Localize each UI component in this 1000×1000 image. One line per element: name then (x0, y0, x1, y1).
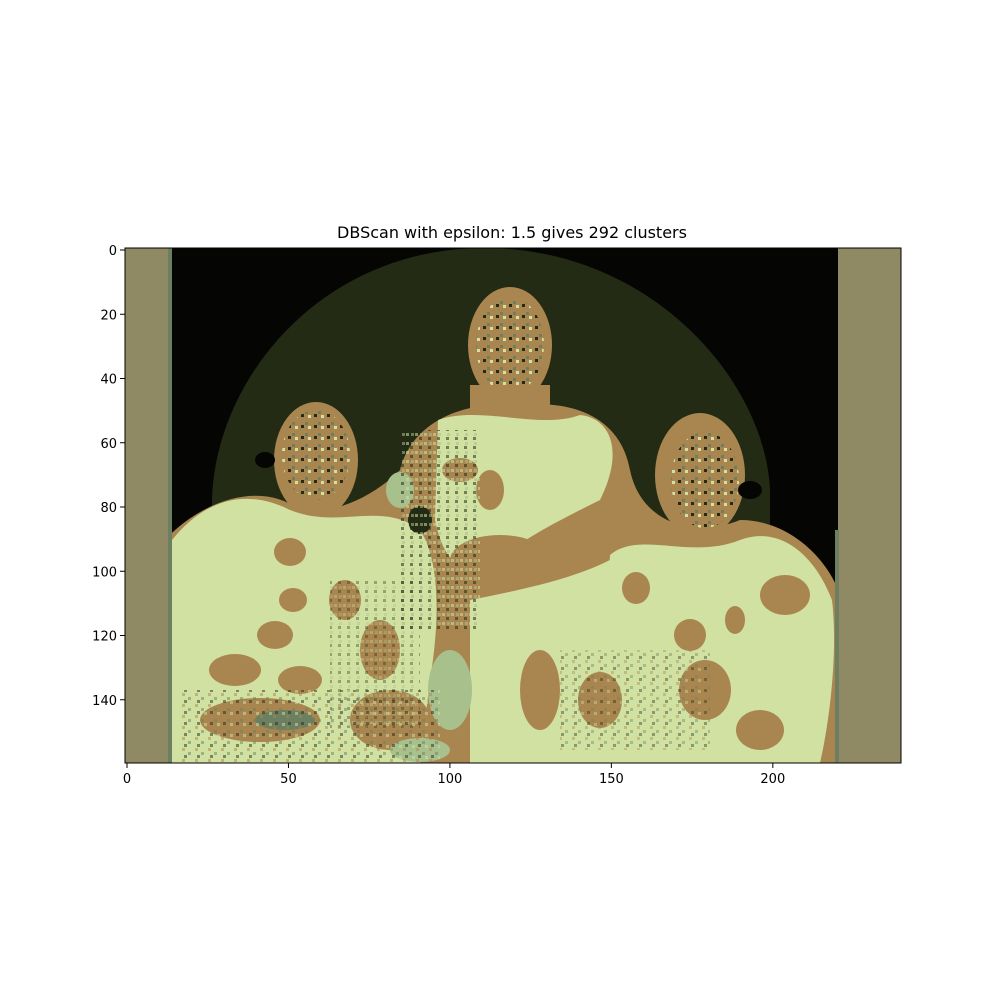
patch (736, 710, 784, 750)
patch (209, 654, 261, 686)
texture (560, 650, 710, 750)
y-axis-ticks: 0 20 40 60 80 100 120 140 (92, 244, 125, 709)
y-tick-label: 140 (92, 694, 117, 709)
right-side-band-edge (835, 530, 839, 763)
patch (274, 538, 306, 566)
y-tick-label: 60 (100, 437, 117, 452)
patch (255, 452, 275, 468)
x-axis-ticks: 0 50 100 150 200 (123, 763, 785, 787)
patch (725, 606, 745, 634)
right-side-band (838, 248, 901, 763)
y-tick-label: 20 (100, 308, 117, 323)
patch (257, 621, 293, 649)
y-tick-label: 80 (100, 501, 117, 516)
patch (476, 470, 504, 510)
x-tick-label: 200 (760, 772, 785, 787)
left-side-band-edge (168, 248, 172, 763)
x-tick-label: 50 (280, 772, 297, 787)
x-tick-label: 150 (599, 772, 624, 787)
y-tick-label: 40 (100, 373, 117, 388)
patch (278, 666, 322, 694)
x-tick-label: 0 (123, 772, 131, 787)
y-tick-label: 100 (92, 565, 117, 580)
patch (279, 588, 307, 612)
texture (180, 690, 440, 763)
patch (738, 481, 762, 499)
left-side-band (125, 248, 171, 763)
y-tick-label: 0 (109, 244, 117, 259)
center-head-speckle (476, 297, 544, 393)
patch (520, 650, 560, 730)
figure-title: DBScan with epsilon: 1.5 gives 292 clust… (337, 223, 687, 242)
patch (760, 575, 810, 615)
patch (622, 572, 650, 604)
y-tick-label: 120 (92, 630, 117, 645)
right-head-speckle (671, 432, 739, 528)
left-head-speckle (282, 410, 350, 500)
patch (674, 619, 706, 651)
cluster-image (125, 248, 901, 763)
axes-frame (124, 247, 902, 764)
x-tick-label: 100 (438, 772, 463, 787)
